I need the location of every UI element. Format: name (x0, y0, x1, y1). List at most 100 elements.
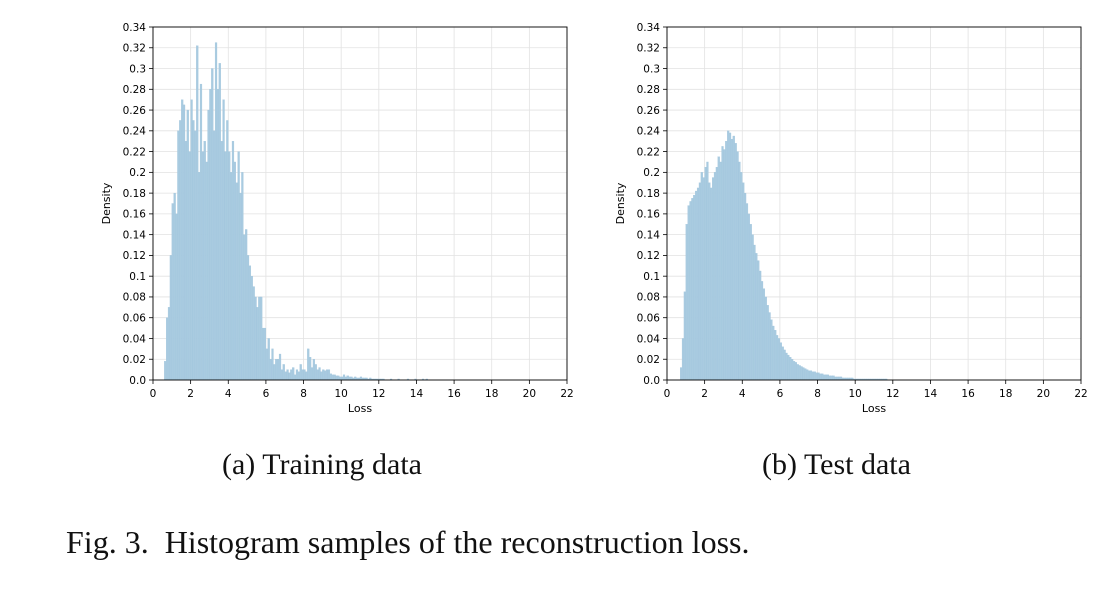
x-tick-label: 4 (225, 388, 232, 400)
histogram-bar (241, 172, 244, 381)
histogram-test-svg: 0 2 4 6 8 10 12 14 16 18 20 220.00.020.040.060.080.… (614, 22, 1088, 415)
x-tick-label: 10 (334, 388, 347, 400)
axes-frame-test (666, 26, 1082, 381)
histogram-bar (742, 182, 745, 381)
histogram-bar (182, 104, 186, 381)
histogram-bar (269, 359, 272, 381)
histogram-bar (759, 270, 762, 381)
histogram-bar (237, 151, 240, 381)
histogram-bar (787, 354, 790, 381)
histogram-bar (804, 368, 807, 381)
histogram-bar (331, 374, 334, 381)
histogram-bar (785, 352, 788, 381)
y-tick-label: 0.24 (637, 126, 661, 138)
x-tick-label: 12 (886, 388, 899, 400)
histogram-bar (265, 348, 268, 381)
histogram-bar (175, 213, 178, 381)
histogram-bar (273, 364, 276, 381)
histogram-bar (806, 369, 809, 381)
subcaption-training: (a) Training data (222, 448, 422, 481)
histogram-bar (706, 161, 709, 381)
histogram-bar (181, 99, 184, 381)
y-tick-label: 0.02 (123, 354, 146, 366)
histogram-bar (322, 369, 325, 381)
histogram-bar (325, 369, 329, 381)
histogram-bar (346, 375, 349, 381)
y-tick-label: 0.34 (637, 22, 661, 34)
histogram-bar (248, 265, 252, 381)
histogram-bar (173, 192, 176, 381)
y-ticks-training: 0.0 0.02 0.04 0.06 0.08 0.1 0.12 0.14 0.16 0.18 0.… (123, 22, 153, 387)
y-tick-label: 0.3 (129, 63, 146, 75)
histogram-bar (256, 307, 259, 381)
y-tick-label: 0.32 (637, 43, 660, 55)
histogram-bar (760, 281, 764, 381)
histogram-bar (824, 374, 828, 381)
histogram-bar (290, 369, 293, 381)
histogram-bar (802, 367, 805, 381)
histogram-bar (222, 99, 225, 381)
histogram-bar (730, 138, 734, 381)
histogram-bar (757, 260, 760, 381)
histogram-bar (199, 83, 203, 381)
histogram-bar (789, 357, 792, 381)
x-tick-label: 14 (410, 388, 424, 400)
x-tick-label: 8 (300, 388, 307, 400)
y-tick-label: 0.24 (123, 126, 147, 138)
x-tick-label: 2 (187, 388, 194, 400)
x-tick-label: 18 (485, 388, 498, 400)
histogram-bar (239, 192, 242, 381)
y-tick-label: 0.0 (129, 375, 146, 387)
histogram-bar (698, 182, 702, 381)
y-tick-label: 0.2 (643, 167, 660, 179)
histogram-bar (230, 172, 233, 381)
histogram-bar (774, 330, 777, 381)
histogram-bar (301, 369, 304, 381)
histogram-bar (683, 291, 686, 381)
histogram-bar (775, 335, 779, 381)
histogram-bar (807, 370, 811, 381)
x-tick-label: 0 (664, 388, 671, 400)
histogram-bar (327, 369, 331, 381)
histogram-bar (320, 371, 323, 381)
histogram-bar (687, 205, 690, 381)
histogram-bar (233, 161, 236, 381)
histogram-bar (339, 376, 342, 381)
histogram-bar (796, 364, 799, 381)
histogram-bar (681, 338, 685, 381)
histogram-bar (348, 376, 351, 381)
histogram-bar (762, 288, 766, 381)
histogram-bar (164, 361, 167, 381)
y-tick-label: 0.06 (637, 313, 661, 325)
histogram-bar (341, 376, 344, 381)
y-tick-label: 0.08 (637, 292, 660, 304)
histogram-bar (794, 362, 797, 381)
x-axis-label: Loss (862, 402, 886, 415)
histogram-bar (712, 177, 715, 381)
histogram-bar (702, 177, 705, 381)
histogram-bar (303, 369, 306, 381)
histogram-bar (781, 346, 784, 381)
y-tick-label: 0.26 (637, 105, 661, 117)
y-tick-label: 0.28 (637, 84, 660, 96)
y-tick-label: 0.22 (637, 146, 660, 158)
y-axis-label: Density (100, 182, 113, 224)
x-tick-label: 10 (848, 388, 861, 400)
histogram-bar (329, 373, 332, 381)
x-tick-label: 0 (150, 388, 157, 400)
histogram-bar (196, 45, 199, 381)
histogram-bar (184, 141, 188, 381)
histogram-bar (186, 109, 189, 381)
histogram-bar (719, 161, 722, 381)
histogram-bar (214, 42, 218, 381)
histogram-bar (723, 149, 726, 381)
histogram-bar (201, 151, 204, 381)
histogram-bar (209, 89, 212, 381)
histogram-bar (749, 224, 752, 381)
histogram-bar (813, 371, 816, 381)
histogram-bar (310, 367, 314, 381)
histogram-bar (689, 201, 692, 381)
histogram-bar (745, 203, 749, 381)
histogram-bar (755, 253, 758, 381)
y-tick-label: 0.26 (123, 105, 147, 117)
